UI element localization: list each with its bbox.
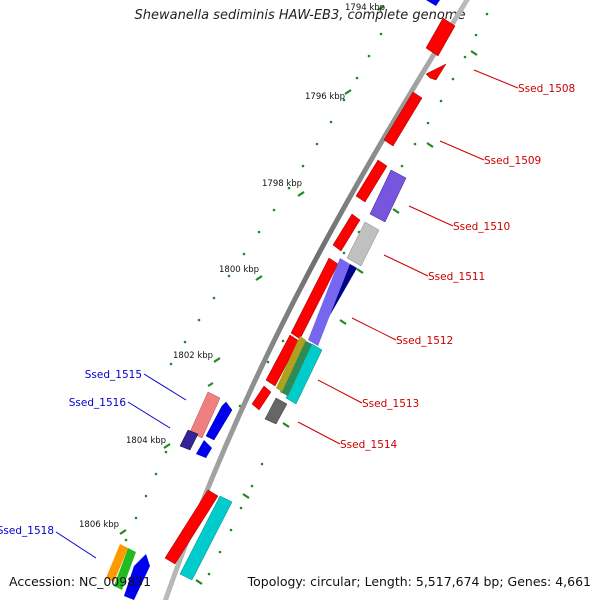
feature-block[interactable] bbox=[264, 397, 288, 425]
feature-block[interactable] bbox=[280, 340, 312, 396]
feature-block[interactable] bbox=[124, 554, 150, 600]
feature-block[interactable] bbox=[426, 0, 440, 6]
tick-label: 1804 kbp bbox=[126, 436, 166, 446]
gene-arrow[interactable] bbox=[425, 63, 447, 81]
gene-label-ssed-1511[interactable]: Ssed_1511 bbox=[428, 271, 485, 283]
feature-block[interactable] bbox=[205, 401, 233, 441]
gene-label-ssed-1508[interactable]: Ssed_1508 bbox=[518, 83, 575, 95]
gene-label-ssed-1518[interactable]: Ssed_1518 bbox=[0, 525, 54, 537]
gene-label-ssed-1514[interactable]: Ssed_1514 bbox=[340, 439, 398, 451]
gene-label-ssed-1513[interactable]: Ssed_1513 bbox=[362, 398, 419, 410]
gene-arrow[interactable] bbox=[251, 385, 272, 411]
feature-block[interactable] bbox=[196, 440, 212, 458]
outer-ruler bbox=[207, 12, 489, 576]
tick-label: 1796 kbp bbox=[305, 92, 345, 102]
gene-arrow[interactable] bbox=[425, 17, 456, 57]
outer-major-ticks bbox=[195, 50, 478, 585]
feature-block[interactable] bbox=[308, 258, 350, 346]
gene-label-ssed-1510[interactable]: Ssed_1510 bbox=[453, 221, 510, 233]
feature-block[interactable] bbox=[346, 221, 380, 267]
feature-block[interactable] bbox=[114, 548, 136, 590]
accession-text: Accession: NC_009831 bbox=[9, 574, 152, 589]
tick-label: 1800 kbp bbox=[219, 265, 259, 275]
feature-block[interactable] bbox=[179, 495, 233, 581]
tick-label: 1798 kbp bbox=[262, 179, 302, 189]
tick-label: 1802 kbp bbox=[173, 351, 213, 361]
tick-label: 1794 kbp bbox=[345, 3, 385, 13]
feature-block[interactable] bbox=[179, 429, 199, 451]
feature-block[interactable] bbox=[189, 391, 221, 439]
feature-block[interactable] bbox=[106, 544, 128, 582]
feature-block[interactable] bbox=[276, 336, 306, 392]
gene-arrow[interactable] bbox=[164, 489, 219, 565]
gene-label-ssed-1515[interactable]: Ssed_1515 bbox=[85, 369, 142, 381]
gene-arrow[interactable] bbox=[355, 159, 388, 203]
inner-major-ticks bbox=[119, 5, 385, 535]
forward-label-connectors bbox=[297, 69, 519, 445]
gene-label-ssed-1516[interactable]: Ssed_1516 bbox=[69, 397, 127, 409]
gene-arrow[interactable] bbox=[383, 91, 423, 147]
reverse-label-connectors bbox=[55, 373, 187, 559]
gene-label-ssed-1509[interactable]: Ssed_1509 bbox=[484, 155, 541, 167]
forward-strand-features bbox=[106, 0, 440, 600]
genome-title: Shewanella sediminis HAW-EB3, complete g… bbox=[134, 8, 466, 23]
topology-text: Topology: circular; Length: 5,517,674 bp… bbox=[247, 574, 591, 589]
tick-label: 1806 kbp bbox=[79, 520, 119, 530]
gene-label-ssed-1512[interactable]: Ssed_1512 bbox=[396, 335, 453, 347]
gene-arrow[interactable] bbox=[332, 213, 361, 252]
feature-block[interactable] bbox=[369, 169, 407, 223]
inner-ruler bbox=[124, 32, 383, 542]
